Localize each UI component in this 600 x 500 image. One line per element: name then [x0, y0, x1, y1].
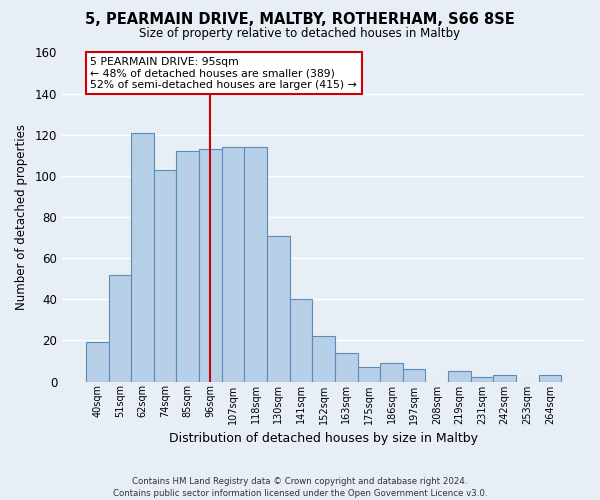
- Bar: [244, 147, 267, 382]
- Bar: [86, 342, 109, 382]
- Bar: [109, 274, 131, 382]
- Bar: [493, 376, 516, 382]
- Bar: [176, 151, 199, 382]
- Bar: [154, 170, 176, 382]
- Bar: [267, 236, 290, 382]
- Text: 5, PEARMAIN DRIVE, MALTBY, ROTHERHAM, S66 8SE: 5, PEARMAIN DRIVE, MALTBY, ROTHERHAM, S6…: [85, 12, 515, 28]
- Y-axis label: Number of detached properties: Number of detached properties: [15, 124, 28, 310]
- Bar: [403, 369, 425, 382]
- Bar: [358, 367, 380, 382]
- Text: Contains HM Land Registry data © Crown copyright and database right 2024.
Contai: Contains HM Land Registry data © Crown c…: [113, 476, 487, 498]
- Bar: [380, 363, 403, 382]
- Bar: [222, 147, 244, 382]
- Bar: [448, 371, 471, 382]
- X-axis label: Distribution of detached houses by size in Maltby: Distribution of detached houses by size …: [169, 432, 478, 445]
- Bar: [290, 300, 312, 382]
- Bar: [471, 378, 493, 382]
- Bar: [131, 132, 154, 382]
- Bar: [199, 149, 222, 382]
- Bar: [312, 336, 335, 382]
- Text: Size of property relative to detached houses in Maltby: Size of property relative to detached ho…: [139, 28, 461, 40]
- Bar: [539, 376, 561, 382]
- Text: 5 PEARMAIN DRIVE: 95sqm
← 48% of detached houses are smaller (389)
52% of semi-d: 5 PEARMAIN DRIVE: 95sqm ← 48% of detache…: [91, 56, 357, 90]
- Bar: [335, 352, 358, 382]
